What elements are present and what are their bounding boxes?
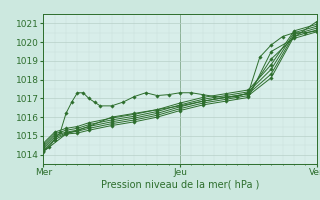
X-axis label: Pression niveau de la mer( hPa ): Pression niveau de la mer( hPa ) bbox=[101, 180, 259, 190]
